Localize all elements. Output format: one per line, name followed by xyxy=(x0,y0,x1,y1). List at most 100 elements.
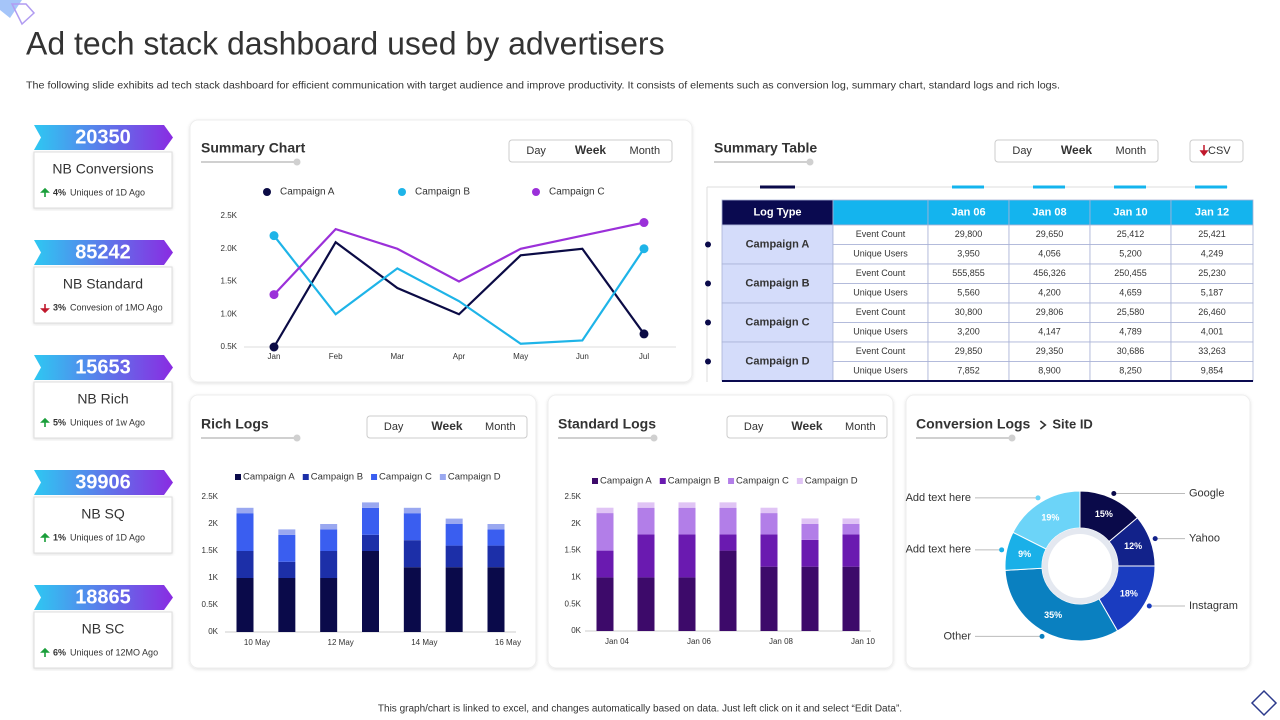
table-value: 33,263 xyxy=(1198,346,1226,356)
table-value: 25,580 xyxy=(1117,307,1145,317)
title-dot xyxy=(293,158,301,166)
legend-swatch xyxy=(592,478,598,484)
csv-label[interactable]: CSV xyxy=(1208,145,1231,157)
legend-swatch xyxy=(659,478,666,484)
kpi-change: 4% xyxy=(53,187,66,197)
bar-segment xyxy=(320,578,338,632)
legend-swatch xyxy=(728,478,735,484)
bar-segment xyxy=(842,566,860,631)
y-tick-label: 2.5K xyxy=(221,211,238,220)
metric-name: Event Count xyxy=(856,307,906,317)
toggle-option[interactable]: Week xyxy=(791,419,822,433)
table-value: 25,421 xyxy=(1198,229,1226,239)
x-tick-label: Apr xyxy=(453,352,466,361)
bar-segment xyxy=(236,551,254,578)
bar-segment xyxy=(403,507,421,514)
kpi-note: Uniques of 1w Ago xyxy=(70,417,145,427)
bar-segment xyxy=(362,507,379,535)
kpi-badge xyxy=(34,470,173,495)
x-tick-label: Jan 06 xyxy=(687,637,712,646)
kpi-card xyxy=(33,266,173,324)
kpi-value: 85242 xyxy=(75,241,131,263)
kpi-badge xyxy=(34,125,173,150)
table-cell xyxy=(721,224,834,265)
bar-segment xyxy=(719,550,737,631)
legend-label: Campaign B xyxy=(668,476,720,487)
kpi-card xyxy=(33,496,173,554)
bar-segment xyxy=(678,502,696,508)
table-value: 26,460 xyxy=(1198,307,1226,317)
bar-segment xyxy=(801,566,819,631)
kpi-badge xyxy=(34,585,173,610)
leader-dot xyxy=(1111,490,1117,496)
table-value: 25,230 xyxy=(1198,268,1226,278)
table-value: 4,200 xyxy=(1038,288,1061,298)
x-tick-label: 16 May xyxy=(495,638,521,647)
title-dot xyxy=(650,434,658,442)
toggle-option[interactable]: Day xyxy=(526,145,546,157)
toggle-option[interactable]: Day xyxy=(744,421,764,433)
slice-value-label: 35% xyxy=(1044,610,1062,620)
table-value: 9,854 xyxy=(1201,366,1224,376)
kpi-badge xyxy=(34,240,173,265)
bar-segment xyxy=(236,578,254,632)
kpi-note: Uniques of 12MO Ago xyxy=(70,647,158,657)
table-value: 30,686 xyxy=(1117,346,1145,356)
panel-title: Standard Logs xyxy=(558,416,656,432)
kpi-label: NB SC xyxy=(82,621,125,637)
y-tick-label: 0K xyxy=(208,627,218,636)
bar-segment xyxy=(278,578,296,632)
y-tick-label: 0.5K xyxy=(565,599,582,608)
leader-dot xyxy=(999,547,1005,553)
toggle-option[interactable]: Week xyxy=(575,143,606,157)
row-dot xyxy=(705,280,711,287)
slice-value-label: 9% xyxy=(1018,549,1031,559)
bar-segment xyxy=(842,518,860,524)
slice-label: Other xyxy=(943,630,971,642)
toggle-option[interactable]: Month xyxy=(630,145,661,157)
toggle-option[interactable]: Week xyxy=(1061,143,1092,157)
csv-icon xyxy=(1199,145,1209,157)
y-tick-label: 2.5K xyxy=(202,492,219,501)
corner-icon xyxy=(1250,689,1278,717)
table-header: Jan 06 xyxy=(951,206,985,218)
metric-name: Event Count xyxy=(856,346,906,356)
bar-segment xyxy=(596,507,614,514)
kpi-label: NB SQ xyxy=(81,506,125,522)
bar-segment xyxy=(487,524,505,530)
legend-swatch xyxy=(235,474,241,480)
bar-segment xyxy=(403,513,421,541)
toggle-option[interactable]: Month xyxy=(1116,145,1147,157)
bar-segment xyxy=(637,577,655,631)
legend-swatch xyxy=(439,474,446,480)
bar-segment xyxy=(637,507,655,535)
bar-segment xyxy=(278,529,296,535)
panel-title: Summary Table xyxy=(714,140,817,156)
y-tick-label: 1.5K xyxy=(202,546,219,555)
bar-segment xyxy=(801,539,819,567)
table-value: 5,560 xyxy=(957,288,980,298)
toggle-option[interactable]: Day xyxy=(384,421,404,433)
table-value: 4,001 xyxy=(1201,327,1224,337)
panel xyxy=(189,119,693,383)
x-tick-label: Feb xyxy=(329,352,343,361)
bar-segment xyxy=(362,502,379,508)
x-tick-label: Mar xyxy=(390,352,404,361)
toggle-option[interactable]: Day xyxy=(1012,145,1032,157)
toggle-option[interactable]: Month xyxy=(845,421,876,433)
bar-segment xyxy=(719,534,737,551)
row-name: Campaign C xyxy=(745,316,809,328)
point-marker xyxy=(639,329,649,339)
table-value: 4,789 xyxy=(1119,327,1142,337)
metric-name: Unique Users xyxy=(853,288,908,298)
toggle-option[interactable]: Month xyxy=(485,421,516,433)
slice-label: Add text here xyxy=(906,492,971,504)
y-tick-label: 1.5K xyxy=(565,546,582,555)
row-dot xyxy=(705,319,711,326)
legend-label: Campaign B xyxy=(311,472,363,483)
title-dot xyxy=(1008,434,1016,442)
toggle-option[interactable]: Week xyxy=(431,419,462,433)
trend-arrow xyxy=(40,532,50,542)
row-dot xyxy=(705,241,711,248)
